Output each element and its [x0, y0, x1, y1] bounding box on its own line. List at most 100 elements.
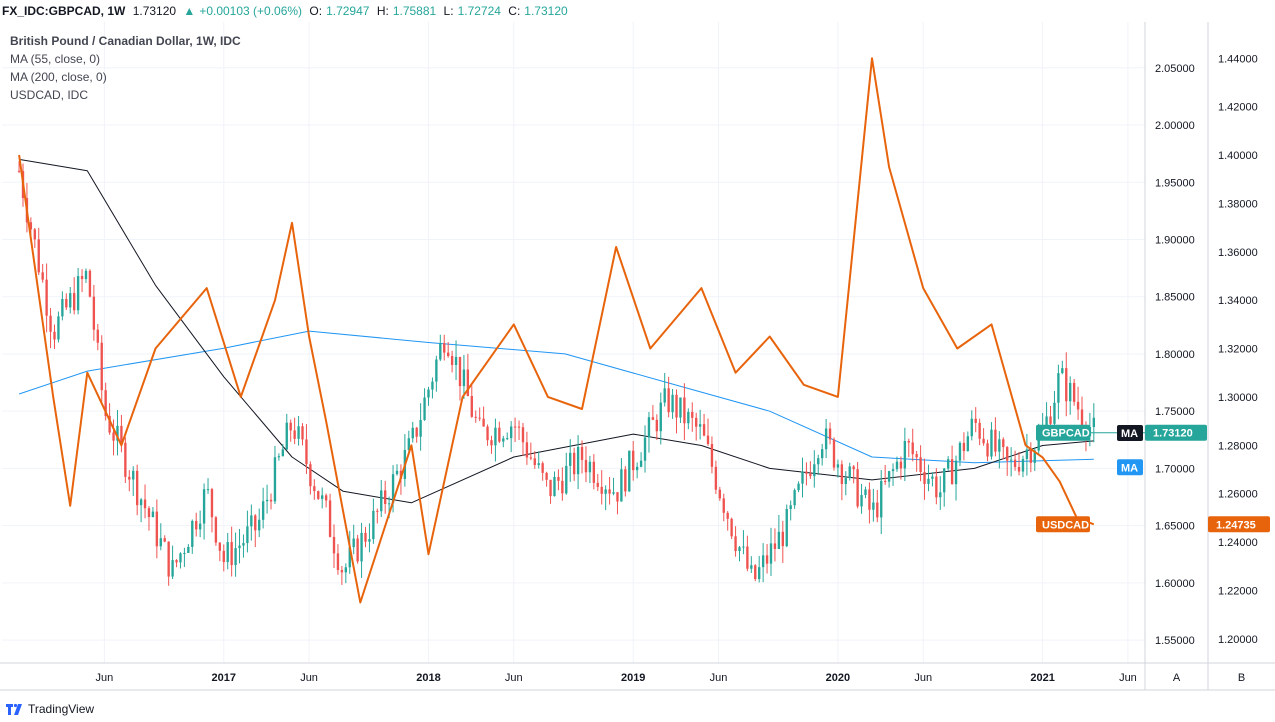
legend-ma200[interactable]: MA (200, close, 0) — [10, 70, 107, 84]
candle-body — [226, 542, 229, 563]
candle-body — [498, 427, 501, 442]
candle-body — [33, 229, 36, 240]
candle-body — [974, 418, 977, 423]
candle-body — [647, 417, 651, 438]
high-value: 1.75881 — [392, 4, 437, 18]
legend-ma55[interactable]: MA (55, close, 0) — [10, 52, 101, 66]
candle-body — [380, 490, 383, 512]
candle-body — [793, 490, 796, 506]
candle-body — [773, 543, 777, 550]
price-change: +0.00103 (+0.06%) — [199, 4, 303, 18]
candle-body — [935, 476, 938, 498]
candle-body — [53, 331, 56, 340]
price-tag-label: GBPCAD — [1042, 428, 1090, 440]
candle-body — [962, 442, 966, 451]
candle-body — [643, 437, 647, 461]
usdcad-line — [18, 57, 1095, 604]
candle-body — [96, 329, 99, 343]
candle-body — [332, 536, 336, 554]
candle-body — [69, 293, 72, 308]
candle-body — [37, 239, 40, 273]
legend-compare[interactable]: USDCAD, IDC — [10, 88, 89, 102]
high-label: H: — [376, 4, 389, 18]
candle-body — [273, 457, 277, 502]
candle-body — [238, 545, 241, 549]
candle-body — [309, 464, 312, 487]
axis-a-tick-label: 2.05000 — [1155, 63, 1195, 75]
candle-body — [206, 489, 210, 491]
candle-body — [1006, 447, 1009, 461]
candle-body — [545, 472, 548, 480]
candle-body — [435, 359, 438, 382]
candle-body — [687, 411, 690, 424]
candle-body — [714, 466, 718, 490]
candle-body — [57, 316, 60, 340]
candle-body — [533, 458, 536, 466]
candle-body — [265, 499, 269, 502]
candle-body — [328, 500, 332, 537]
candle-body — [994, 429, 997, 452]
candle-body — [939, 492, 942, 498]
ma-tag-label: MA — [1121, 428, 1138, 440]
candle-body — [277, 456, 281, 458]
candle-body — [151, 511, 155, 518]
low-value: 1.72724 — [457, 4, 501, 18]
candle-body — [970, 418, 973, 437]
candle-body — [301, 426, 304, 440]
symbol-title[interactable]: FX_IDC:GBPCAD, 1W — [2, 4, 126, 18]
candle-body — [234, 548, 237, 566]
candle-body — [415, 427, 418, 437]
candle-body — [860, 495, 863, 507]
legend-title[interactable]: British Pound / Canadian Dollar, 1W, IDC — [10, 34, 241, 48]
candle-body — [198, 523, 202, 530]
candle-body — [777, 531, 781, 550]
candle-body — [41, 272, 44, 280]
candle-body — [710, 444, 714, 467]
candle-body — [281, 449, 285, 457]
candle-body — [387, 503, 391, 505]
candle-body — [502, 438, 505, 442]
close-label: C: — [508, 4, 521, 18]
chart-axes: 2.05000 2.00000 1.95000 1.90000 1.85000 1.800… — [0, 22, 1275, 691]
candle-body — [423, 397, 426, 420]
candle-body — [159, 538, 162, 547]
candle-body — [608, 489, 611, 494]
chart-legend: British Pound / Canadian Dollar, 1W, IDC… — [10, 32, 241, 104]
candle-body — [801, 471, 804, 484]
candle-body — [604, 489, 607, 494]
candle-body — [521, 427, 525, 443]
candle-body — [210, 489, 214, 518]
symbol-header: FX_IDC:GBPCAD, 1W 1.73120 ▲ +0.00103 (+0.… — [0, 0, 1275, 22]
candle-body — [742, 546, 745, 548]
tradingview-label: TradingView — [28, 702, 95, 716]
candle-body — [769, 543, 773, 564]
tradingview-logo[interactable]: TradingView — [6, 702, 94, 716]
candle-body — [80, 276, 84, 280]
x-axis-tick-label: 2019 — [621, 672, 645, 684]
candle-body — [852, 466, 855, 470]
x-axis-tick-label: Jun — [710, 672, 728, 684]
x-axis-tick-label: Jun — [300, 672, 318, 684]
open-label: O: — [309, 4, 323, 18]
candle-body — [864, 489, 867, 496]
candle-body — [147, 508, 151, 518]
candle-body — [1033, 450, 1036, 463]
candle-body — [246, 526, 249, 544]
axis-a-tick-label: 1.75000 — [1155, 406, 1195, 418]
candle-body — [135, 470, 139, 506]
candle-body — [376, 510, 379, 512]
candle-body — [466, 369, 470, 397]
candle-body — [289, 422, 292, 431]
candle-body — [218, 542, 222, 551]
axis-a-tick-label: 1.85000 — [1155, 292, 1195, 304]
candle-body — [883, 480, 887, 482]
axis-b-tick-label: 1.30000 — [1218, 392, 1258, 404]
close-value: 1.73120 — [524, 4, 568, 18]
candle-body — [486, 426, 489, 441]
candle-body — [986, 443, 989, 457]
candle-body — [958, 442, 962, 461]
candle-body — [738, 547, 741, 552]
candle-body — [915, 454, 918, 458]
candle-body — [998, 439, 1001, 452]
